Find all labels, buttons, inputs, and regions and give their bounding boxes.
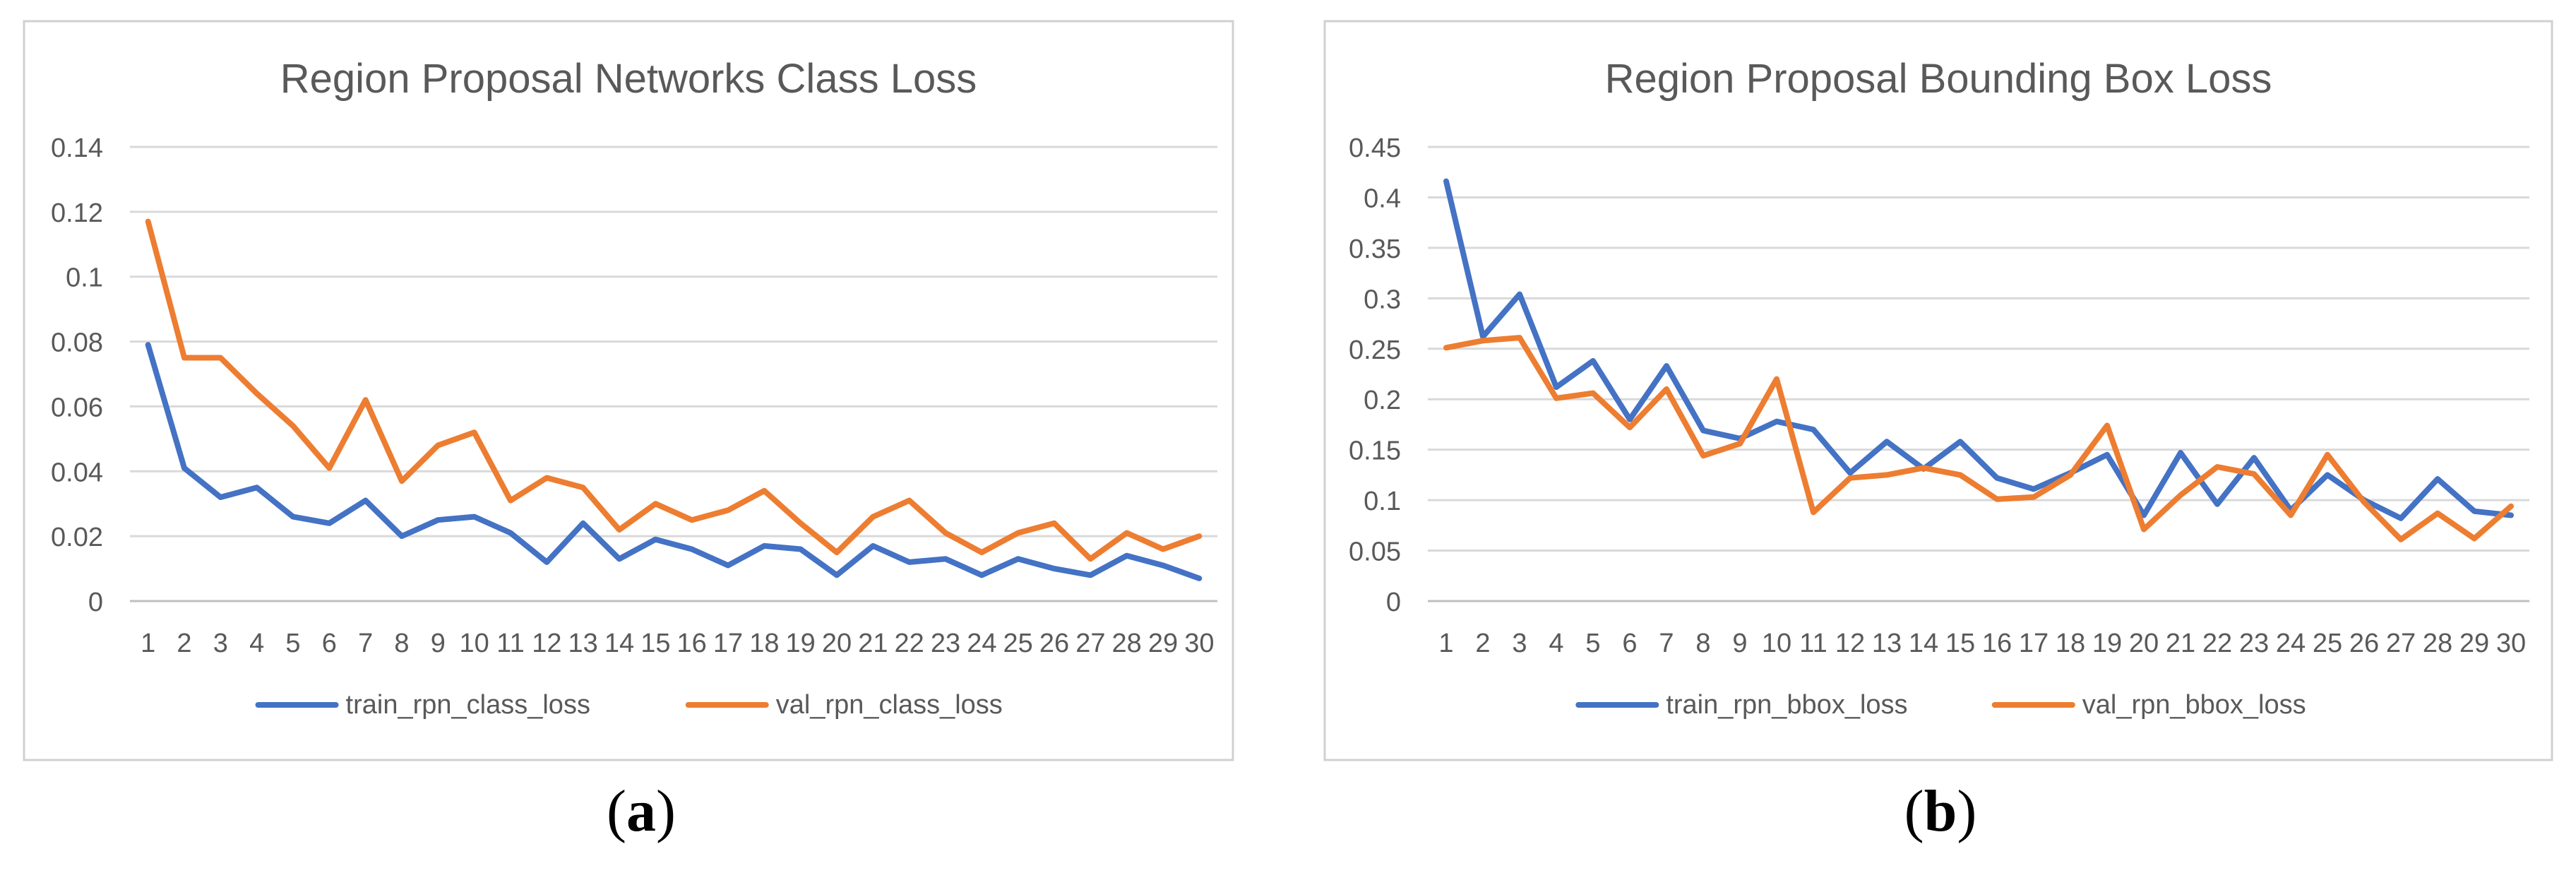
x-tick-label: 15: [640, 629, 670, 658]
y-tick-label: 0.1: [66, 263, 103, 293]
x-tick-label: 3: [213, 629, 228, 658]
x-tick-label: 29: [2459, 629, 2489, 658]
x-tick-label: 16: [1982, 629, 2012, 658]
chart-title: Region Proposal Bounding Box Loss: [1605, 56, 2272, 102]
x-tick-label: 26: [1039, 629, 1069, 658]
x-tick-label: 19: [2092, 629, 2122, 658]
x-tick-label: 1: [1438, 629, 1453, 658]
x-tick-label: 30: [2496, 629, 2526, 658]
series-line-train_rpn_class_loss: [145, 342, 1203, 581]
x-tick-label: 12: [532, 629, 561, 658]
subfigure-label-b: (b): [1904, 778, 1977, 844]
x-tick-label: 16: [677, 629, 707, 658]
x-tick-label: 9: [1732, 629, 1747, 658]
x-tick-label: 10: [1762, 629, 1791, 658]
x-tick-label: 2: [177, 629, 191, 658]
chart-b: Region Proposal Bounding Box Loss 0 0.05 0.…: [1323, 20, 2553, 761]
subfigure-label-a: (a): [607, 778, 676, 844]
x-tick-label: 1: [141, 629, 155, 658]
x-tick-label: 4: [1549, 629, 1563, 658]
x-tick-label: 28: [1112, 629, 1142, 658]
x-tick-label: 20: [822, 629, 852, 658]
y-tick-label: 0.35: [1349, 234, 1401, 264]
y-tick-label: 0.08: [51, 328, 103, 358]
x-tick-label: 3: [1512, 629, 1527, 658]
x-tick-label: 13: [568, 629, 598, 658]
x-tick-label: 6: [1622, 629, 1637, 658]
y-tick-label: 0.14: [51, 133, 103, 163]
x-tick-label: 23: [2239, 629, 2269, 658]
series-line-val_rpn_class_loss: [145, 218, 1203, 562]
series-line-val_rpn_bbox_loss: [1443, 335, 2514, 542]
chart-border: [23, 20, 1234, 761]
y-tick-label: 0.4: [1364, 184, 1401, 213]
x-tick-label: 21: [858, 629, 888, 658]
x-tick-label: 15: [1945, 629, 1975, 658]
series-line-train_rpn_bbox_loss: [1443, 178, 2514, 521]
chart-a: Region Proposal Networks Class Loss 0 0.02…: [23, 20, 1234, 761]
x-tick-label: 23: [931, 629, 960, 658]
x-tick-label: 4: [249, 629, 264, 658]
x-tick-label: 17: [713, 629, 743, 658]
x-tick-label: 24: [967, 629, 996, 658]
x-tick-label: 30: [1184, 629, 1214, 658]
legend-label: val_rpn_class_loss: [776, 690, 1003, 720]
x-tick-label: 6: [322, 629, 337, 658]
x-tick-label: 26: [2349, 629, 2379, 658]
x-tick-label: 18: [2056, 629, 2085, 658]
legend-label: train_rpn_class_loss: [346, 690, 590, 720]
x-tick-label: 25: [1003, 629, 1033, 658]
x-tick-label: 27: [1075, 629, 1105, 658]
x-tick-label: 20: [2129, 629, 2159, 658]
x-tick-label: 13: [1872, 629, 1902, 658]
x-tick-label: 14: [604, 629, 634, 658]
x-tick-label: 8: [394, 629, 409, 658]
y-tick-label: 0: [88, 588, 103, 617]
x-tick-label: 12: [1835, 629, 1865, 658]
x-tick-label: 25: [2313, 629, 2342, 658]
x-tick-label: 7: [1659, 629, 1674, 658]
x-tick-label: 11: [496, 629, 524, 658]
x-tick-label: 5: [1585, 629, 1600, 658]
x-tick-label: 5: [285, 629, 300, 658]
y-tick-label: 0.2: [1364, 386, 1401, 415]
x-tick-label: 14: [1909, 629, 1938, 658]
x-tick-label: 17: [2019, 629, 2049, 658]
x-tick-label: 9: [431, 629, 446, 658]
x-tick-label: 11: [1799, 629, 1827, 658]
y-tick-label: 0.02: [51, 523, 103, 552]
y-tick-label: 0.12: [51, 198, 103, 228]
x-tick-label: 22: [895, 629, 924, 658]
legend-label: val_rpn_bbox_loss: [2082, 690, 2306, 720]
y-tick-label: 0.45: [1349, 133, 1401, 163]
x-tick-label: 21: [2166, 629, 2195, 658]
x-tick-label: 27: [2386, 629, 2416, 658]
chart-title: Region Proposal Networks Class Loss: [280, 56, 977, 102]
x-tick-label: 10: [460, 629, 489, 658]
x-tick-label: 29: [1148, 629, 1178, 658]
y-tick-label: 0.04: [51, 458, 103, 487]
y-tick-label: 0: [1386, 588, 1401, 617]
y-tick-label: 0.1: [1364, 487, 1401, 516]
y-tick-label: 0.25: [1349, 335, 1401, 365]
y-tick-label: 0.15: [1349, 436, 1401, 466]
y-tick-label: 0.05: [1349, 538, 1401, 567]
x-tick-label: 8: [1695, 629, 1710, 658]
x-tick-label: 2: [1475, 629, 1490, 658]
y-tick-label: 0.06: [51, 393, 103, 422]
x-tick-label: 18: [749, 629, 779, 658]
chart-border: [1323, 20, 2553, 761]
x-tick-label: 28: [2423, 629, 2452, 658]
x-tick-label: 19: [786, 629, 816, 658]
legend-label: train_rpn_bbox_loss: [1666, 690, 1907, 720]
x-tick-label: 7: [358, 629, 373, 658]
x-tick-label: 22: [2202, 629, 2232, 658]
y-tick-label: 0.3: [1364, 285, 1401, 314]
x-tick-label: 24: [2276, 629, 2306, 658]
